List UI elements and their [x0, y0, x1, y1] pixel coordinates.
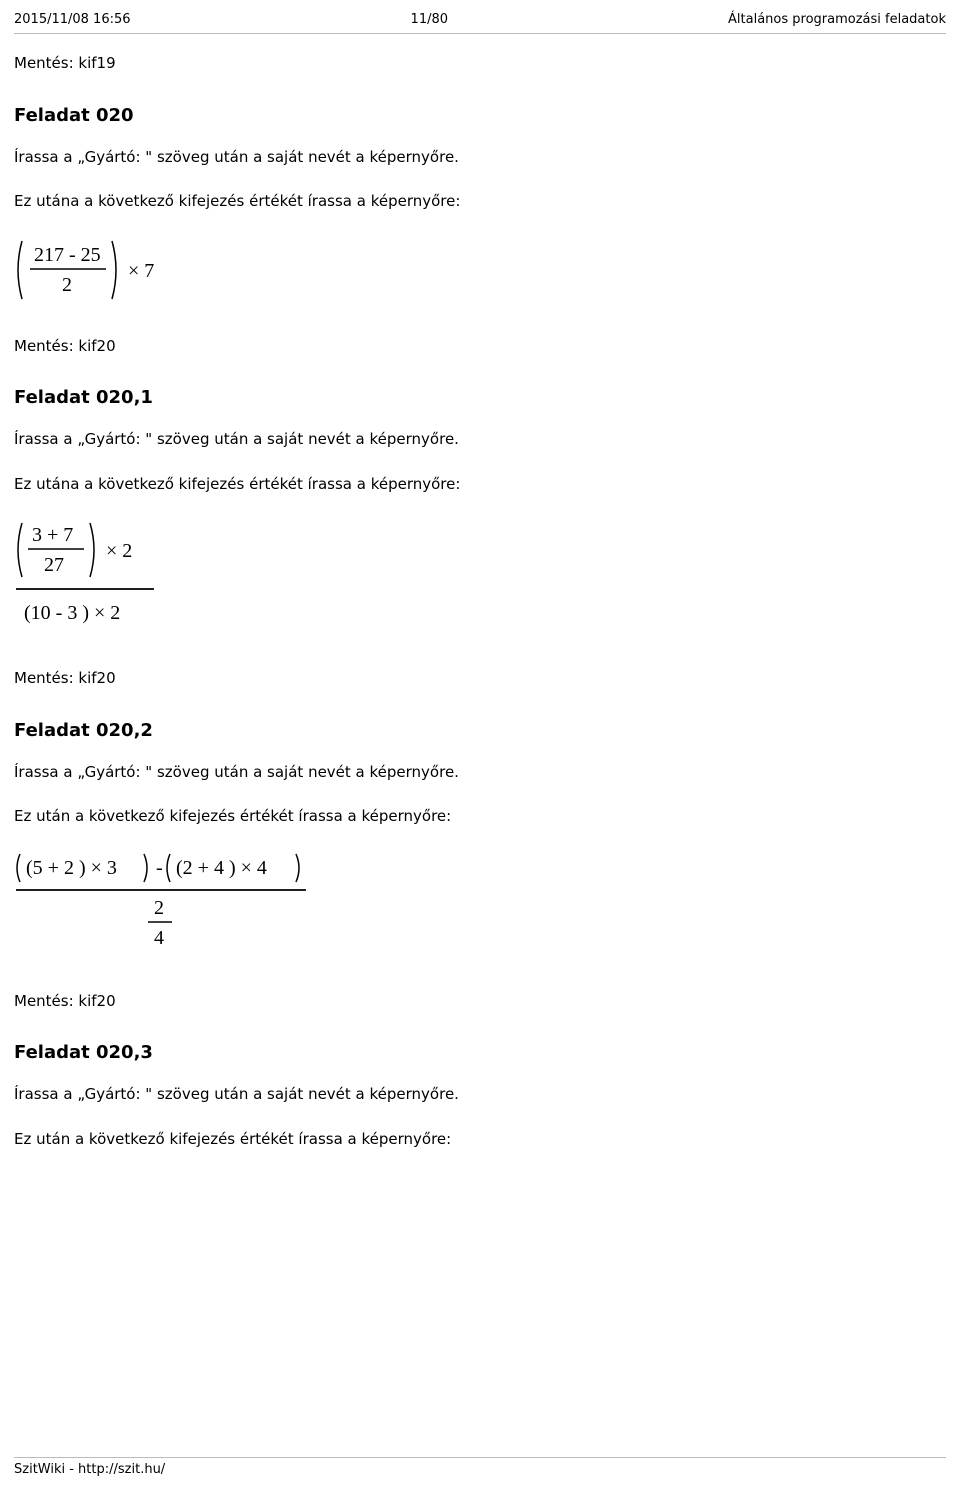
task-020-1-line2: Ez utána a következő kifejezés értékét í… — [14, 473, 946, 496]
formula-020-2-svg: (5 + 2 ) × 3 - (2 + 4 ) × 4 2 4 — [14, 850, 344, 960]
page-footer: SzitWiki - http://szit.hu/ — [14, 1457, 946, 1477]
svg-text:2: 2 — [154, 897, 164, 919]
svg-text:(5 + 2 ) × 3: (5 + 2 ) × 3 — [26, 857, 117, 879]
header-page-counter: 11/80 — [411, 12, 448, 27]
task-020-heading: Feladat 020 — [14, 105, 946, 126]
task-020-2-formula: (5 + 2 ) × 3 - (2 + 4 ) × 4 2 4 — [14, 850, 946, 960]
task-020-2-heading: Feladat 020,2 — [14, 720, 946, 741]
task-020-1-heading: Feladat 020,1 — [14, 387, 946, 408]
task-020-2-line1: Írassa a „Gyártó: " szöveg után a saját … — [14, 761, 946, 784]
footer-text: SzitWiki - http://szit.hu/ — [14, 1462, 165, 1477]
svg-text:(2 + 4 ) × 4: (2 + 4 ) × 4 — [176, 857, 267, 879]
header-timestamp: 2015/11/08 16:56 — [14, 12, 131, 27]
task-020-1-save: Mentés: kif20 — [14, 667, 946, 690]
formula-020-svg: 217 - 25 2 × 7 — [14, 235, 174, 305]
task-020-line1: Írassa a „Gyártó: " szöveg után a saját … — [14, 146, 946, 169]
svg-text:217 - 25: 217 - 25 — [34, 244, 101, 266]
task-020-line2: Ez utána a következő kifejezés értékét í… — [14, 190, 946, 213]
svg-text:2: 2 — [62, 274, 72, 296]
task-020-3-heading: Feladat 020,3 — [14, 1042, 946, 1063]
save-kif19: Mentés: kif19 — [14, 52, 946, 75]
task-020-3-line1: Írassa a „Gyártó: " szöveg után a saját … — [14, 1083, 946, 1106]
svg-text:3 + 7: 3 + 7 — [32, 524, 73, 546]
page-header: 2015/11/08 16:56 11/80 Általános program… — [14, 10, 946, 34]
svg-text:× 7: × 7 — [128, 260, 154, 282]
task-020-3-line2: Ez után a következő kifejezés értékét ír… — [14, 1128, 946, 1151]
page: 2015/11/08 16:56 11/80 Általános program… — [0, 0, 960, 1487]
task-020-formula: 217 - 25 2 × 7 — [14, 235, 946, 305]
header-title: Általános programozási feladatok — [728, 12, 946, 27]
task-020-save: Mentés: kif20 — [14, 335, 946, 358]
svg-text:4: 4 — [154, 927, 164, 949]
task-020-2-line2: Ez után a következő kifejezés értékét ír… — [14, 805, 946, 828]
svg-text:× 2: × 2 — [106, 540, 132, 562]
task-020-1-formula: 3 + 7 27 × 2 (10 - 3 ) × 2 — [14, 517, 946, 637]
svg-text:(10 - 3 ) × 2: (10 - 3 ) × 2 — [24, 602, 120, 624]
task-020-2-save: Mentés: kif20 — [14, 990, 946, 1013]
svg-text:-: - — [156, 857, 163, 879]
svg-text:27: 27 — [44, 554, 64, 576]
task-020-1-line1: Írassa a „Gyártó: " szöveg után a saját … — [14, 428, 946, 451]
formula-020-1-svg: 3 + 7 27 × 2 (10 - 3 ) × 2 — [14, 517, 184, 637]
